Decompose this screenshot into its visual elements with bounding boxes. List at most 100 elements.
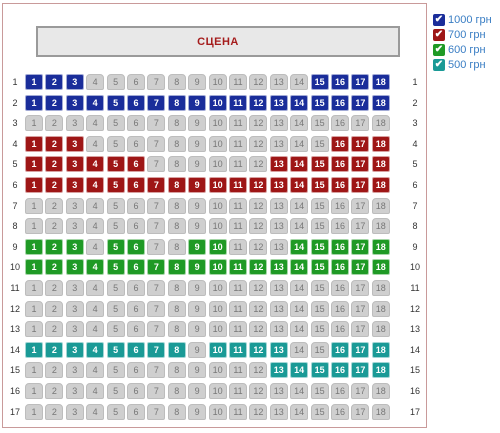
legend-item[interactable]: ✔ 500 грн xyxy=(433,57,492,72)
seat-available[interactable]: 17 xyxy=(351,135,370,152)
seat-available[interactable]: 18 xyxy=(371,177,390,193)
seat-available[interactable]: 2 xyxy=(45,135,64,152)
seat-available[interactable]: 12 xyxy=(249,94,268,111)
seat-available[interactable]: 10 xyxy=(208,259,227,276)
seat-available[interactable]: 16 xyxy=(331,74,349,90)
seat-available[interactable]: 12 xyxy=(249,177,268,193)
check-icon[interactable]: ✔ xyxy=(433,43,445,56)
seat-available[interactable]: 16 xyxy=(331,238,349,255)
seat-available[interactable]: 9 xyxy=(188,177,207,193)
seat-available[interactable]: 17 xyxy=(351,341,370,358)
seat-available[interactable]: 17 xyxy=(351,156,370,173)
seat-available[interactable]: 7 xyxy=(147,341,166,358)
seat-available[interactable]: 18 xyxy=(371,238,390,255)
seat-available[interactable]: 3 xyxy=(65,238,84,255)
seat-available[interactable]: 17 xyxy=(351,362,370,379)
seat-available[interactable]: 9 xyxy=(188,238,207,255)
seat-available[interactable]: 1 xyxy=(25,135,43,152)
seat-available[interactable]: 16 xyxy=(331,94,349,111)
seat-available[interactable]: 5 xyxy=(106,94,125,111)
seat-available[interactable]: 17 xyxy=(351,94,370,111)
seat-available[interactable]: 4 xyxy=(86,94,105,111)
seat-available[interactable]: 15 xyxy=(310,259,329,276)
seat-available[interactable]: 17 xyxy=(351,177,370,193)
seat-available[interactable]: 13 xyxy=(269,362,288,379)
seat-available[interactable]: 4 xyxy=(86,156,105,173)
seat-available[interactable]: 8 xyxy=(167,341,186,358)
seat-available[interactable]: 7 xyxy=(147,259,166,276)
check-icon[interactable]: ✔ xyxy=(433,28,445,41)
seat-available[interactable]: 3 xyxy=(65,94,84,111)
legend-item[interactable]: ✔ 1000 грн xyxy=(433,12,492,27)
seat-available[interactable]: 3 xyxy=(65,156,84,173)
seat-available[interactable]: 6 xyxy=(127,156,145,173)
seat-available[interactable]: 14 xyxy=(290,94,309,111)
seat-available[interactable]: 16 xyxy=(331,259,349,276)
seat-available[interactable]: 13 xyxy=(269,259,288,276)
seat-available[interactable]: 18 xyxy=(371,259,390,276)
seat-available[interactable]: 18 xyxy=(371,156,390,173)
seat-available[interactable]: 15 xyxy=(310,362,329,379)
seat-available[interactable]: 1 xyxy=(25,94,43,111)
seat-available[interactable]: 1 xyxy=(25,74,43,90)
seat-available[interactable]: 16 xyxy=(331,341,349,358)
seat-available[interactable]: 18 xyxy=(371,74,390,90)
seat-available[interactable]: 5 xyxy=(106,156,125,173)
seat-available[interactable]: 2 xyxy=(45,259,64,276)
seat-available[interactable]: 4 xyxy=(86,341,105,358)
seat-available[interactable]: 14 xyxy=(290,238,309,255)
seat-available[interactable]: 16 xyxy=(331,362,349,379)
seat-available[interactable]: 3 xyxy=(65,135,84,152)
seat-available[interactable]: 7 xyxy=(147,94,166,111)
seat-available[interactable]: 17 xyxy=(351,259,370,276)
seat-available[interactable]: 13 xyxy=(269,94,288,111)
seat-available[interactable]: 13 xyxy=(269,341,288,358)
seat-available[interactable]: 11 xyxy=(229,177,247,193)
legend-item[interactable]: ✔ 600 грн xyxy=(433,42,492,57)
seat-available[interactable]: 18 xyxy=(371,135,390,152)
seat-available[interactable]: 3 xyxy=(65,259,84,276)
seat-available[interactable]: 2 xyxy=(45,94,64,111)
seat-available[interactable]: 6 xyxy=(127,238,145,255)
seat-available[interactable]: 16 xyxy=(331,156,349,173)
seat-available[interactable]: 17 xyxy=(351,238,370,255)
seat-available[interactable]: 2 xyxy=(45,74,64,90)
seat-available[interactable]: 6 xyxy=(127,341,145,358)
seat-available[interactable]: 8 xyxy=(167,259,186,276)
seat-available[interactable]: 5 xyxy=(106,177,125,193)
seat-available[interactable]: 10 xyxy=(208,177,227,193)
seat-available[interactable]: 13 xyxy=(269,177,288,193)
seat-available[interactable]: 4 xyxy=(86,177,105,193)
seat-available[interactable]: 10 xyxy=(208,238,227,255)
seat-available[interactable]: 4 xyxy=(86,259,105,276)
seat-available[interactable]: 15 xyxy=(310,156,329,173)
seat-available[interactable]: 15 xyxy=(310,238,329,255)
seat-available[interactable]: 12 xyxy=(249,259,268,276)
seat-available[interactable]: 18 xyxy=(371,94,390,111)
seat-available[interactable]: 1 xyxy=(25,238,43,255)
seat-available[interactable]: 10 xyxy=(208,94,227,111)
seat-available[interactable]: 1 xyxy=(25,177,43,193)
seat-available[interactable]: 8 xyxy=(167,94,186,111)
seat-available[interactable]: 3 xyxy=(65,341,84,358)
seat-available[interactable]: 11 xyxy=(229,341,247,358)
seat-available[interactable]: 7 xyxy=(147,177,166,193)
seat-available[interactable]: 15 xyxy=(310,74,329,90)
seat-available[interactable]: 2 xyxy=(45,238,64,255)
seat-available[interactable]: 11 xyxy=(229,94,247,111)
seat-available[interactable]: 14 xyxy=(290,259,309,276)
seat-available[interactable]: 18 xyxy=(371,362,390,379)
seat-available[interactable]: 2 xyxy=(45,341,64,358)
seat-available[interactable]: 9 xyxy=(188,94,207,111)
seat-available[interactable]: 18 xyxy=(371,341,390,358)
seat-available[interactable]: 9 xyxy=(188,259,207,276)
seat-available[interactable]: 16 xyxy=(331,135,349,152)
seat-available[interactable]: 14 xyxy=(290,156,309,173)
seat-available[interactable]: 1 xyxy=(25,259,43,276)
seat-available[interactable]: 14 xyxy=(290,177,309,193)
check-icon[interactable]: ✔ xyxy=(433,58,445,71)
seat-available[interactable]: 6 xyxy=(127,94,145,111)
seat-available[interactable]: 5 xyxy=(106,238,125,255)
seat-available[interactable]: 6 xyxy=(127,177,145,193)
seat-available[interactable]: 2 xyxy=(45,156,64,173)
